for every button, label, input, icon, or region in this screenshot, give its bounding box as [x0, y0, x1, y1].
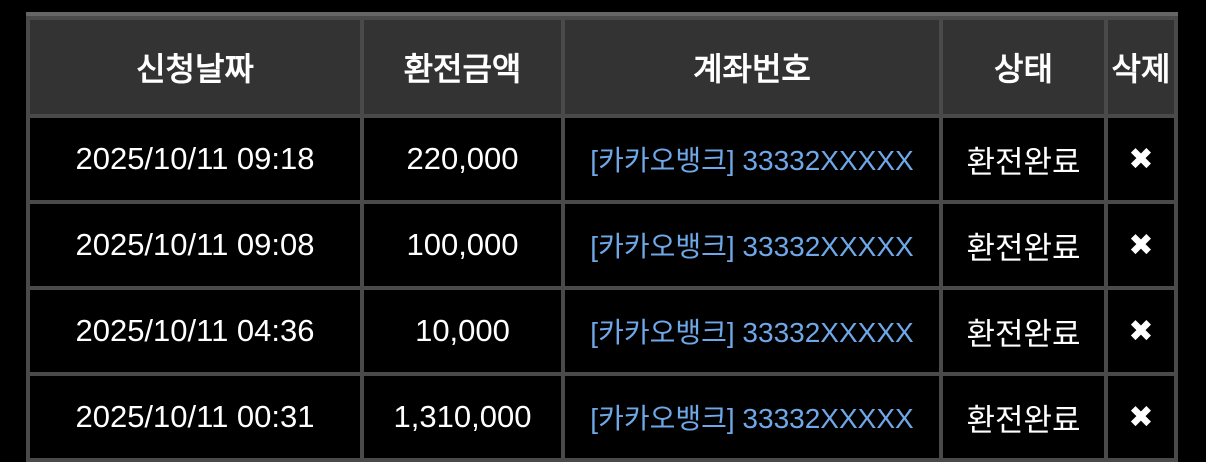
exchange-history-table-wrapper: 신청날짜 환전금액 계좌번호 상태 삭제 2025/10/11 09:18 22…: [26, 12, 1178, 462]
delete-x-icon[interactable]: ✖: [1128, 401, 1154, 434]
table-row: 2025/10/11 09:18 220,000 [카카오뱅크] 33332XX…: [30, 118, 1174, 200]
table-header-row: 신청날짜 환전금액 계좌번호 상태 삭제: [30, 20, 1174, 114]
delete-button[interactable]: ✖: [1108, 118, 1174, 200]
cell-date: 2025/10/11 04:36: [30, 290, 360, 372]
delete-x-icon[interactable]: ✖: [1128, 315, 1154, 348]
delete-button[interactable]: ✖: [1108, 290, 1174, 372]
table-row: 2025/10/11 00:31 1,310,000 [카카오뱅크] 33332…: [30, 376, 1174, 458]
header-status: 상태: [943, 20, 1104, 114]
table-row: 2025/10/11 09:08 100,000 [카카오뱅크] 33332XX…: [30, 204, 1174, 286]
delete-button[interactable]: ✖: [1108, 376, 1174, 458]
delete-button[interactable]: ✖: [1108, 204, 1174, 286]
header-account: 계좌번호: [565, 20, 939, 114]
cell-account: [카카오뱅크] 33332XXXXX: [565, 118, 939, 200]
table-row: 2025/10/11 04:36 10,000 [카카오뱅크] 33332XXX…: [30, 290, 1174, 372]
header-date: 신청날짜: [30, 20, 360, 114]
cell-amount: 100,000: [364, 204, 561, 286]
header-delete: 삭제: [1108, 20, 1174, 114]
cell-account: [카카오뱅크] 33332XXXXX: [565, 204, 939, 286]
cell-date: 2025/10/11 09:18: [30, 118, 360, 200]
delete-x-icon[interactable]: ✖: [1128, 229, 1154, 262]
cell-status: 환전완료: [943, 290, 1104, 372]
cell-status: 환전완료: [943, 118, 1104, 200]
cell-account: [카카오뱅크] 33332XXXXX: [565, 376, 939, 458]
cell-status: 환전완료: [943, 376, 1104, 458]
cell-account: [카카오뱅크] 33332XXXXX: [565, 290, 939, 372]
exchange-history-table: 신청날짜 환전금액 계좌번호 상태 삭제 2025/10/11 09:18 22…: [26, 12, 1178, 462]
cell-amount: 220,000: [364, 118, 561, 200]
cell-date: 2025/10/11 09:08: [30, 204, 360, 286]
delete-x-icon[interactable]: ✖: [1128, 143, 1154, 176]
cell-date: 2025/10/11 00:31: [30, 376, 360, 458]
cell-status: 환전완료: [943, 204, 1104, 286]
header-amount: 환전금액: [364, 20, 561, 114]
cell-amount: 10,000: [364, 290, 561, 372]
cell-amount: 1,310,000: [364, 376, 561, 458]
